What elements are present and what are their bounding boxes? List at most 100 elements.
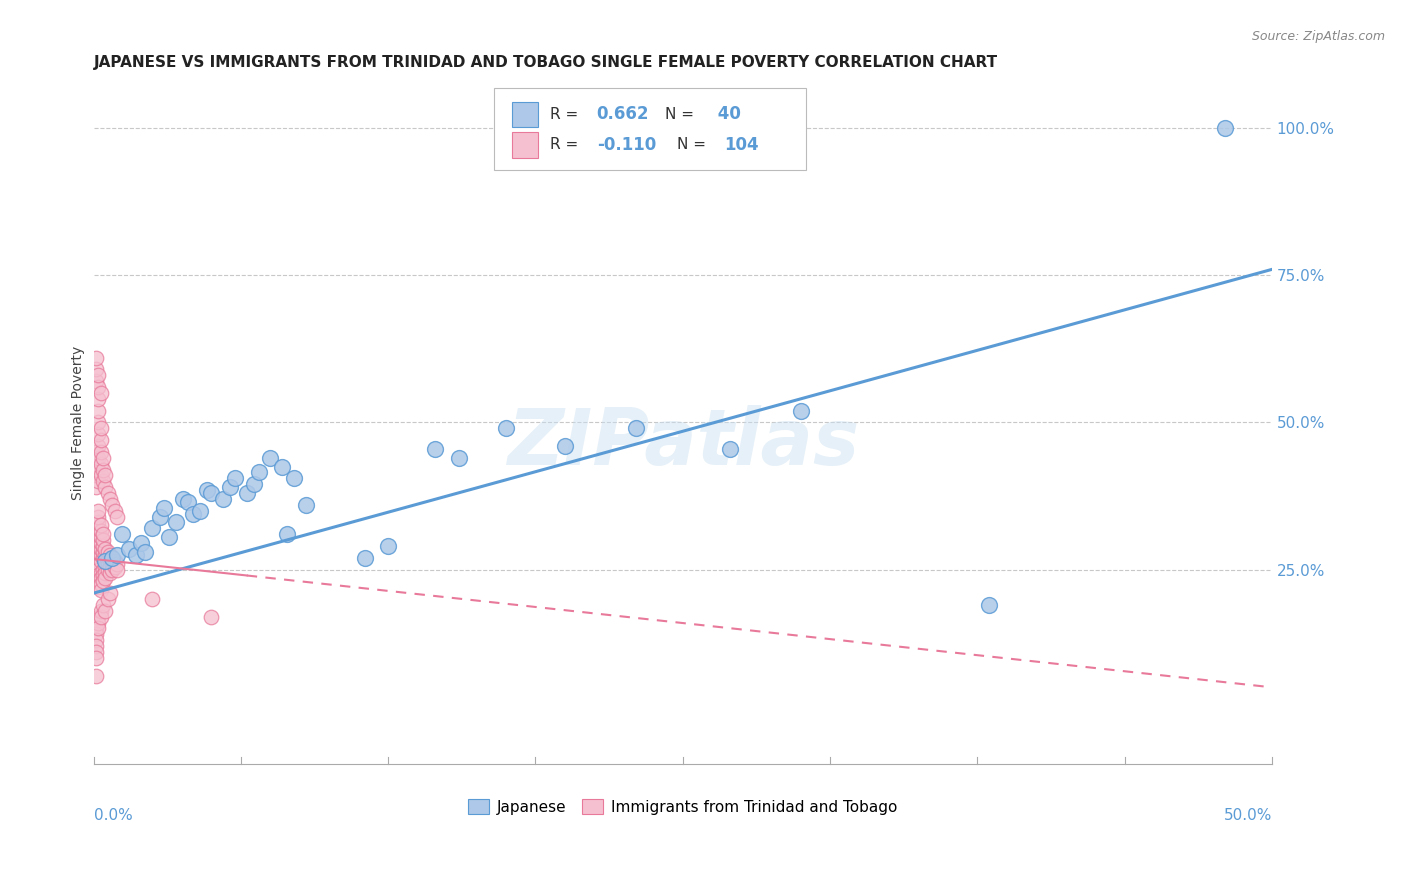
Point <box>90 554 112 568</box>
Point <box>977 598 1000 612</box>
Point <box>243 477 266 491</box>
Point <box>447 450 470 465</box>
Point <box>87 462 110 476</box>
Point <box>283 471 305 485</box>
Point <box>87 554 110 568</box>
Point <box>87 504 110 518</box>
Point <box>276 527 298 541</box>
Point <box>789 403 811 417</box>
Point <box>90 604 112 618</box>
Point <box>224 471 246 485</box>
Point <box>97 563 120 577</box>
Text: R =: R = <box>550 137 582 152</box>
Point <box>148 509 170 524</box>
Point <box>98 586 121 600</box>
Point <box>101 550 124 565</box>
Point <box>84 550 107 565</box>
Point <box>87 516 110 530</box>
Point <box>153 500 176 515</box>
Point <box>98 554 121 568</box>
Point <box>84 457 107 471</box>
Point <box>111 527 134 541</box>
Point <box>195 483 218 497</box>
Point <box>84 639 107 653</box>
Point <box>172 491 194 506</box>
Point <box>624 421 647 435</box>
Point <box>125 548 148 562</box>
Point <box>97 545 120 559</box>
Point <box>377 539 399 553</box>
Point <box>94 468 117 483</box>
Point <box>90 386 112 401</box>
Point <box>87 609 110 624</box>
Point <box>90 566 112 580</box>
Point <box>87 509 110 524</box>
Point <box>90 609 112 624</box>
Point <box>91 574 114 589</box>
Point <box>84 468 107 483</box>
Text: N =: N = <box>676 137 710 152</box>
Point <box>84 374 107 388</box>
Point <box>90 571 112 585</box>
Point <box>353 550 375 565</box>
Point <box>97 592 120 607</box>
Point <box>219 480 242 494</box>
Point <box>87 580 110 594</box>
Point <box>98 491 121 506</box>
Point <box>134 545 156 559</box>
Text: -0.110: -0.110 <box>596 136 657 153</box>
Y-axis label: Single Female Poverty: Single Female Poverty <box>72 345 86 500</box>
Point <box>94 554 117 568</box>
Point <box>84 615 107 630</box>
Point <box>425 442 447 456</box>
Point <box>495 421 517 435</box>
Point <box>247 466 270 480</box>
Point <box>90 530 112 544</box>
Point <box>90 583 112 598</box>
Point <box>84 668 107 682</box>
Point <box>97 486 120 500</box>
Point <box>84 445 107 459</box>
Point <box>91 533 114 548</box>
Point <box>84 633 107 648</box>
Point <box>718 442 741 456</box>
Point <box>84 559 107 574</box>
FancyBboxPatch shape <box>512 131 538 158</box>
Point <box>87 392 110 406</box>
Point <box>87 550 110 565</box>
Point <box>87 574 110 589</box>
Point <box>91 550 114 565</box>
Point <box>91 568 114 582</box>
Point <box>97 557 120 571</box>
Point <box>90 524 112 539</box>
Point <box>87 548 110 562</box>
Point <box>90 468 112 483</box>
Point <box>259 450 281 465</box>
Point <box>105 509 128 524</box>
Point <box>118 541 141 556</box>
Point <box>90 548 112 562</box>
Point <box>87 368 110 383</box>
Point <box>157 530 180 544</box>
Point <box>212 491 235 506</box>
Point <box>1213 121 1236 136</box>
Text: 0.0%: 0.0% <box>94 808 132 823</box>
FancyBboxPatch shape <box>494 87 807 169</box>
Point <box>87 450 110 465</box>
Point <box>94 480 117 494</box>
Point <box>104 554 127 568</box>
Point <box>101 557 124 571</box>
Text: 40: 40 <box>713 105 741 123</box>
Point <box>90 518 112 533</box>
Point <box>84 362 107 376</box>
Text: ZIPatlas: ZIPatlas <box>506 405 859 481</box>
Point <box>141 521 163 535</box>
Text: JAPANESE VS IMMIGRANTS FROM TRINIDAD AND TOBAGO SINGLE FEMALE POVERTY CORRELATIO: JAPANESE VS IMMIGRANTS FROM TRINIDAD AND… <box>94 55 998 70</box>
Point <box>165 516 187 530</box>
Point <box>87 439 110 453</box>
Text: N =: N = <box>665 107 699 122</box>
Point <box>87 521 110 535</box>
Point <box>104 504 127 518</box>
Text: 50.0%: 50.0% <box>1223 808 1272 823</box>
Point <box>236 486 259 500</box>
